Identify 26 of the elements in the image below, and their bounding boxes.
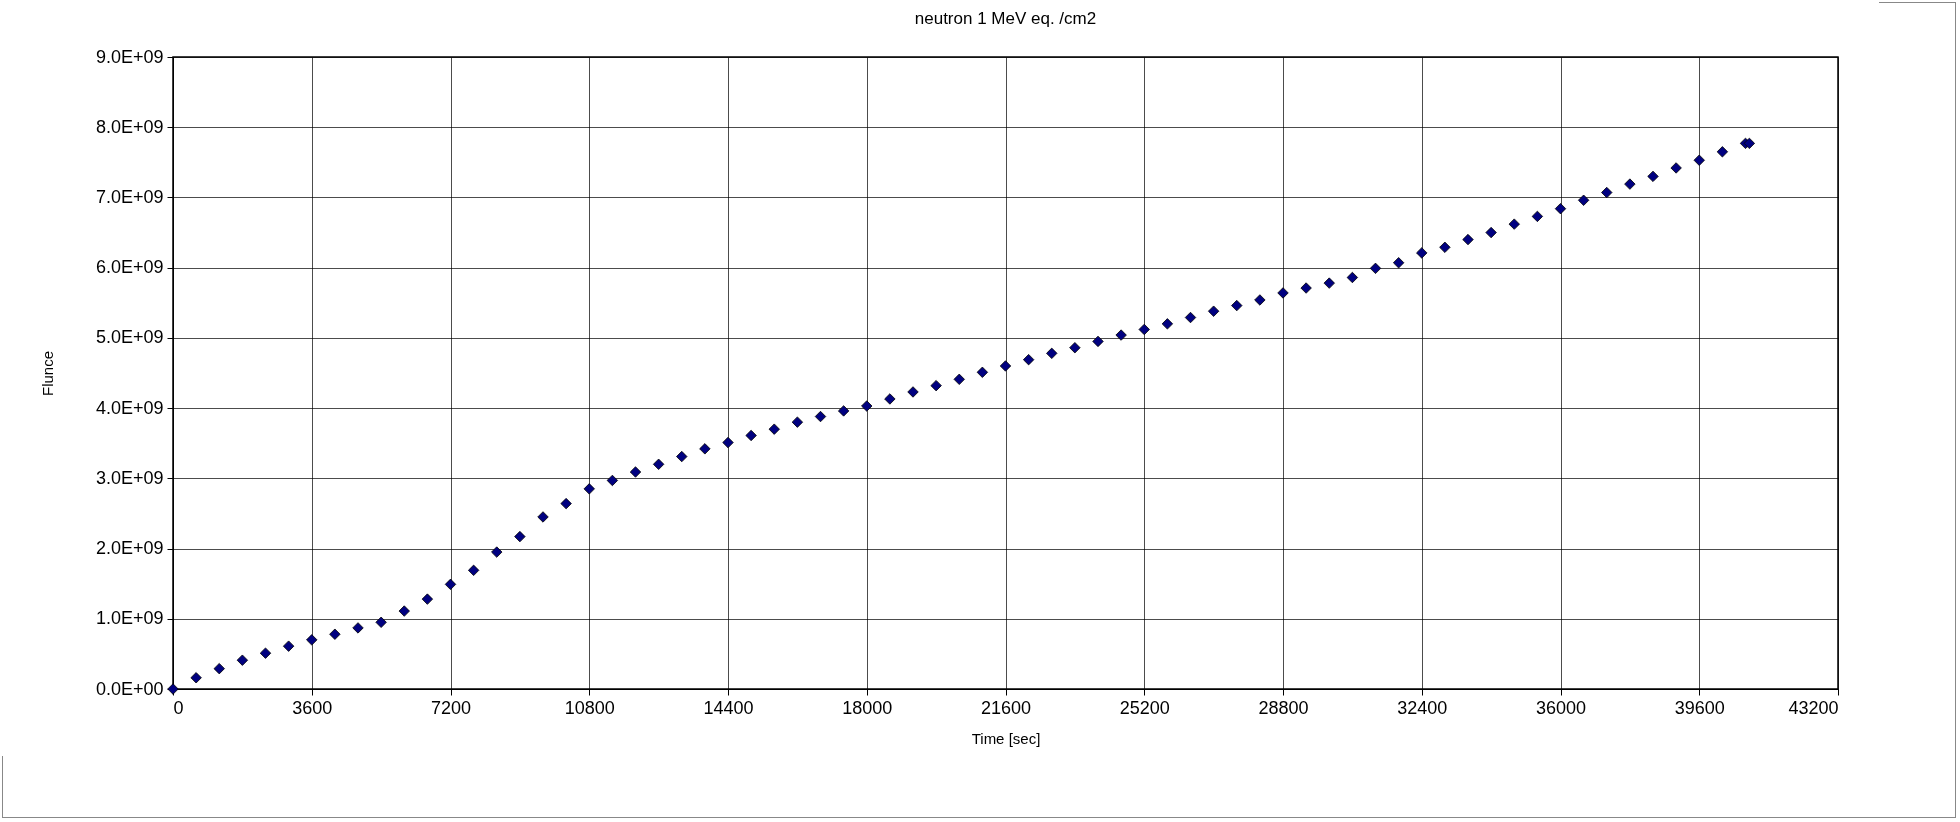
x-tick-label: 21600: [980, 697, 1032, 718]
x-axis-title: Time [sec]: [971, 729, 1041, 747]
x-tick-label: 14400: [703, 697, 754, 718]
y-tick-label: 7.0E+09: [95, 186, 164, 207]
x-tick-label: 39600: [1674, 697, 1725, 718]
x-tick-label: 3600: [292, 697, 333, 718]
x-tick-label: 0: [173, 697, 184, 718]
y-axis-title: Flunce: [38, 350, 56, 397]
y-tick-label: 2.0E+09: [95, 538, 164, 559]
y-tick-label: 8.0E+09: [95, 116, 164, 137]
x-tick-label: 10800: [564, 697, 615, 718]
y-tick-label: 4.0E+09: [95, 397, 164, 418]
x-tick-label: 36000: [1535, 697, 1587, 718]
x-tick-label: 25200: [1119, 697, 1170, 718]
x-tick-label: 7200: [430, 697, 472, 718]
y-tick-label: 9.0E+09: [95, 46, 164, 67]
y-tick-label: 5.0E+09: [95, 327, 164, 348]
x-tick-label: 43200: [1788, 697, 1839, 718]
x-tick-label: 32400: [1397, 697, 1448, 718]
y-tick-label: 0.0E+00: [95, 678, 164, 699]
x-tick-label: 18000: [842, 697, 893, 718]
y-tick-label: 1.0E+09: [95, 608, 164, 629]
y-tick-label: 6.0E+09: [95, 257, 164, 278]
x-tick-label: 28800: [1258, 697, 1309, 718]
chart-title: neutron 1 MeV eq. /cm2: [914, 9, 1097, 28]
y-tick-label: 3.0E+09: [95, 467, 164, 488]
